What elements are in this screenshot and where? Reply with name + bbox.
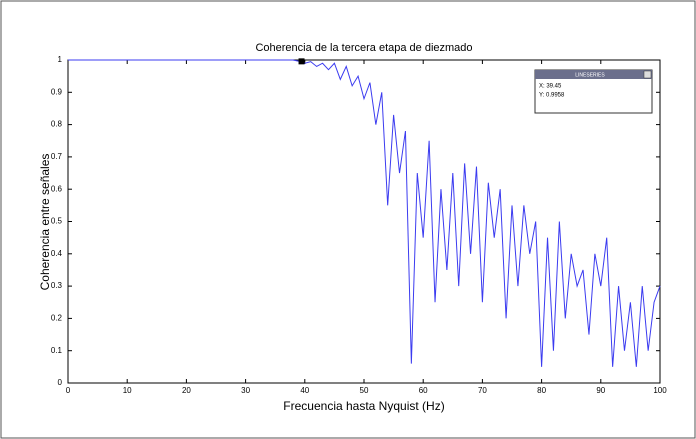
y-tick-label: 0.6: [51, 184, 63, 193]
chart-title: Coherencia de la tercera etapa de diezma…: [255, 42, 472, 54]
x-tick-label: 20: [182, 386, 191, 395]
plot-area: [67, 59, 661, 384]
x-tick-label: 0: [66, 386, 71, 395]
y-axis-label: Coherencia entre señales: [38, 154, 52, 291]
x-tick-label: 40: [300, 386, 309, 395]
line-series: [68, 59, 661, 367]
x-tick-label: 90: [596, 386, 605, 395]
x-tick-label: 60: [419, 386, 428, 395]
y-tick-label: 0.8: [51, 120, 63, 129]
x-axis-label: Frecuencia hasta Nyquist (Hz): [283, 399, 444, 413]
datatip-marker: [298, 58, 305, 65]
y-tick-label: 0.3: [51, 281, 63, 290]
y-tick-label: 0.9: [51, 87, 63, 96]
y-tick-label: 0: [58, 378, 63, 387]
datatip-x: X: 39.45: [539, 84, 562, 90]
x-tick-label: 10: [123, 386, 132, 395]
y-tick-label: 0.5: [51, 217, 63, 226]
datatip-title: LINESERIES: [575, 72, 605, 78]
y-tick-label: 0.4: [51, 249, 63, 258]
x-tick-label: 100: [653, 386, 667, 395]
x-tick-label: 30: [241, 386, 250, 395]
y-tick-label: 0.2: [51, 314, 63, 323]
y-tick-label: 0.1: [51, 346, 63, 355]
y-tick-label: 0.7: [51, 152, 63, 161]
datatip-y: Y: 0.9958: [539, 93, 565, 99]
datatip-header: [535, 70, 652, 79]
datatip-close: [643, 70, 652, 79]
x-tick-label: 80: [537, 386, 546, 395]
y-tick-label: 1: [58, 55, 63, 64]
x-tick-label: 70: [478, 386, 487, 395]
x-tick-label: 50: [360, 386, 369, 395]
